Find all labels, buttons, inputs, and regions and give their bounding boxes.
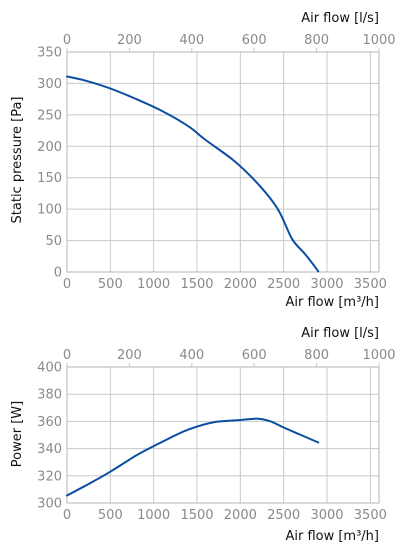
chart1-x2-tick-600: 600	[242, 33, 267, 48]
chart2-x2-tick-600: 600	[242, 348, 267, 363]
chart1-x-tick-500: 500	[98, 277, 123, 292]
chart1-y-tick-250: 250	[37, 108, 62, 123]
chart1-plot-area	[66, 51, 380, 273]
chart2-y-tick-380: 380	[37, 388, 62, 403]
chart1-x2-axis-label: Air flow [l/s]	[301, 11, 379, 26]
chart1-x-tick-0: 0	[63, 277, 71, 292]
chart2-y-tick-300: 300	[37, 497, 62, 512]
chart2-x2-tick-0: 0	[63, 348, 71, 363]
chart1-y-tick-150: 150	[37, 171, 62, 186]
chart2-x2-axis-label: Air flow [l/s]	[301, 326, 379, 341]
chart2-x-tick-2500: 2500	[267, 508, 300, 523]
chart2-x-tick-500: 500	[98, 508, 123, 523]
chart1-x2-tick-200: 200	[117, 33, 142, 48]
chart1-x-axis-label: Air flow [m³/h]	[285, 295, 379, 310]
chart1-x2-tick-800: 800	[304, 33, 329, 48]
chart2-x-tick-1000: 1000	[137, 508, 170, 523]
chart1-x-tick-1000: 1000	[137, 277, 170, 292]
chart2-x2-tick-800: 800	[304, 348, 329, 363]
chart2-plot-area	[66, 366, 380, 504]
chart2-y-tick-400: 400	[37, 361, 62, 376]
chart1-y-tick-200: 200	[37, 140, 62, 155]
chart2-x2-tick-1000: 1000	[362, 348, 395, 363]
chart2-grid	[66, 366, 379, 504]
chart2-x2-tick-200: 200	[117, 348, 142, 363]
chart2-y-axis-label: Power [W]	[10, 401, 25, 467]
chart1-grid	[66, 51, 379, 273]
chart2-x2-tick-400: 400	[179, 348, 204, 363]
chart1-x2-tick-400: 400	[179, 33, 204, 48]
static-pressure-chart: Air flow [l/s] Static pressure [Pa] Air …	[10, 11, 396, 310]
chart1-x-tick-2000: 2000	[224, 277, 257, 292]
chart1-y-tick-0: 0	[54, 266, 62, 281]
chart2-x-tick-1500: 1500	[180, 508, 213, 523]
chart1-y-tick-300: 300	[37, 77, 62, 92]
chart1-x-tick-3500: 3500	[354, 277, 387, 292]
chart1-y-tick-100: 100	[37, 203, 62, 218]
chart2-x-tick-3500: 3500	[354, 508, 387, 523]
power-curve	[66, 417, 320, 497]
chart2-x-axis-label: Air flow [m³/h]	[285, 529, 379, 542]
chart1-x-tick-3000: 3000	[310, 277, 343, 292]
chart1-x2-tick-0: 0	[63, 33, 71, 48]
chart2-x-tick-3000: 3000	[310, 508, 343, 523]
chart2-x-tick-2000: 2000	[224, 508, 257, 523]
power-chart: Air flow [l/s] Power [W] Air flow [m³/h]…	[10, 326, 396, 542]
chart2-x-tick-0: 0	[63, 508, 71, 523]
chart1-y-tick-50: 50	[45, 234, 62, 249]
chart1-y-tick-350: 350	[37, 46, 62, 61]
chart1-y-axis-label: Static pressure [Pa]	[10, 97, 25, 224]
static-pressure-curve	[66, 75, 320, 273]
chart2-y-tick-360: 360	[37, 415, 62, 430]
chart2-y-tick-320: 320	[37, 469, 62, 484]
chart1-x-tick-2500: 2500	[267, 277, 300, 292]
chart1-x2-tick-1000: 1000	[362, 33, 395, 48]
chart1-x-tick-1500: 1500	[180, 277, 213, 292]
chart2-y-tick-340: 340	[37, 442, 62, 457]
